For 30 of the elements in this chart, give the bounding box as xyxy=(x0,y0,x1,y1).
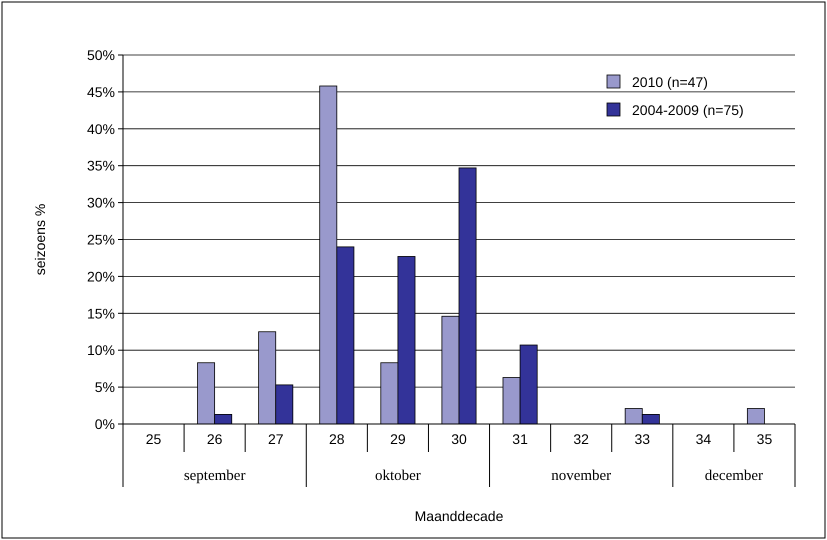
x-tick-label: 26 xyxy=(206,431,223,447)
text: september xyxy=(184,468,246,484)
x-tick-label: 32 xyxy=(573,431,590,447)
x-tick-label: 30 xyxy=(451,431,467,447)
x-tick-label: 27 xyxy=(268,431,284,447)
x-tick-label: 28 xyxy=(329,431,345,447)
text: november xyxy=(551,468,612,484)
y-tick-label: 5% xyxy=(94,379,115,396)
x-tick-label: 31 xyxy=(512,431,528,447)
legend-label: 2004-2009 (n=75) xyxy=(632,102,744,118)
x-axis-title: Maanddecade xyxy=(414,508,504,524)
y-tick-label: 0% xyxy=(94,416,115,432)
x-tick-label: 33 xyxy=(634,431,650,447)
y-axis-title: seizoens % xyxy=(32,204,48,276)
x-tick-label: 29 xyxy=(390,431,406,447)
y-tick-label: 35% xyxy=(86,158,115,174)
y-tick-label: 45% xyxy=(86,84,115,100)
y-tick-label: 10% xyxy=(86,342,115,358)
y-tick-label: 40% xyxy=(86,120,115,137)
x-tick-label: 34 xyxy=(696,431,712,447)
text: december xyxy=(704,468,764,484)
y-tick-label: 30% xyxy=(86,194,115,211)
x-tick-label: 25 xyxy=(146,431,162,447)
x-tick-label: 35 xyxy=(756,431,772,447)
y-tick-label: 25% xyxy=(86,232,115,248)
y-tick-label: 50% xyxy=(86,47,115,63)
y-tick-label: 20% xyxy=(86,268,115,284)
y-tick-label: 15% xyxy=(86,305,115,322)
legend-label: 2010 (n=47) xyxy=(632,74,708,90)
text: oktober xyxy=(374,468,421,484)
